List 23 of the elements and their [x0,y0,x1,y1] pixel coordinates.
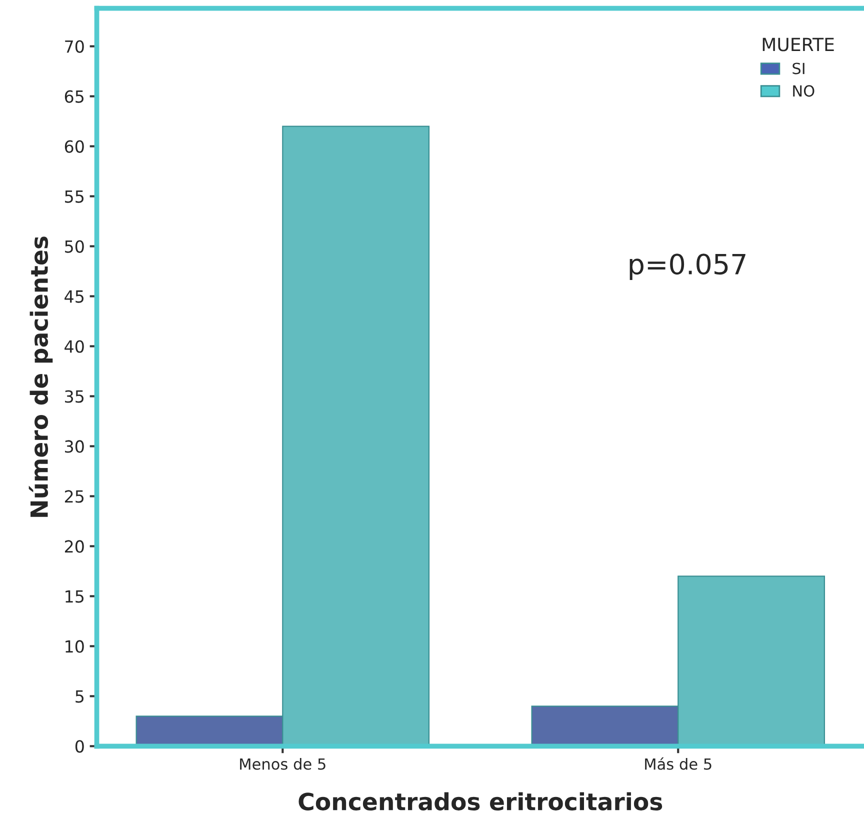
annotation: p=0.057 [630,254,746,280]
y-tick-label: 65 [64,90,84,103]
x-tick-label: Menos de 5 [240,758,326,770]
y-tick-label: 5 [76,690,84,703]
y-tick-label: 60 [64,140,84,153]
y-tick-label: 0 [75,740,84,753]
legend-label: SI [792,62,804,74]
y-tick-label: 25 [64,490,84,503]
y-tick-label: 40 [64,340,84,353]
y-tick-label: 30 [65,440,84,453]
y-tick-label: 55 [65,190,84,203]
y-tick-label: 20 [64,540,84,553]
y-axis-title: Número de pacientes [28,236,53,517]
y-tick-label: 10 [66,640,84,653]
y-tick-label: 45 [64,290,84,303]
y-tick-label: 70 [65,40,84,53]
y-tick-label: 15 [66,590,84,603]
x-axis-title: Concentrados eritrocitarios [298,792,662,810]
legend-title: MUERTE [762,38,834,52]
y-tick-label: 35 [65,390,84,403]
y-tick-label: 50 [65,240,84,253]
x-tick-label: Más de 5 [645,757,712,770]
legend-label: NO [793,85,814,97]
